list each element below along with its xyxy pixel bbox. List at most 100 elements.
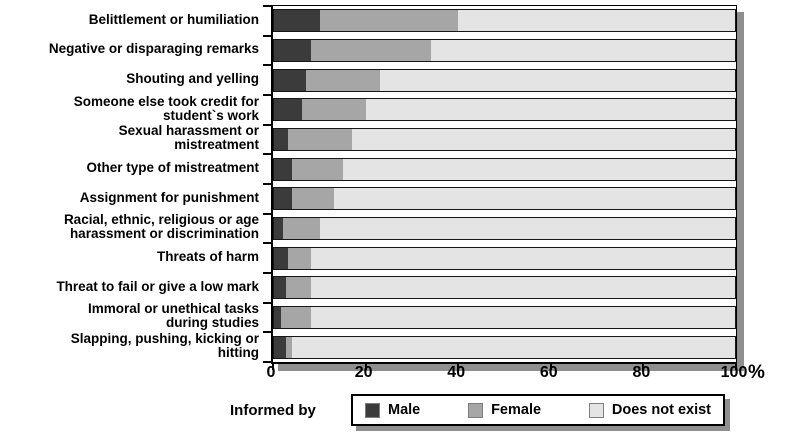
x-axis-tick-label: 0 bbox=[266, 364, 276, 381]
bar-row bbox=[273, 243, 736, 273]
bar-segment-female bbox=[292, 158, 344, 180]
y-axis-tick bbox=[263, 301, 271, 304]
category-label: Slapping, pushing, kicking or hitting bbox=[70, 330, 259, 361]
bar bbox=[273, 187, 736, 211]
x-axis-tick-label: 20 bbox=[354, 364, 373, 381]
bar bbox=[273, 157, 736, 181]
bar-segment-female bbox=[301, 99, 367, 121]
x-axis-tick-label: 80 bbox=[632, 364, 651, 381]
bar bbox=[273, 38, 736, 62]
x-axis-labels: % 0 20 40 60 80 100 bbox=[267, 362, 765, 386]
bar-segment-female bbox=[287, 128, 353, 150]
y-axis-tick bbox=[263, 64, 271, 67]
bar-segment-female bbox=[287, 247, 311, 269]
y-axis-tick bbox=[263, 183, 271, 185]
x-axis-tick bbox=[549, 364, 552, 370]
category-label: Sexual harassment or mistreatment bbox=[118, 123, 259, 153]
bar-segment-male bbox=[274, 306, 281, 328]
bar-segment-male bbox=[274, 247, 288, 269]
bar-segment-male bbox=[274, 10, 321, 32]
x-axis-tick bbox=[642, 364, 645, 370]
bar bbox=[273, 68, 736, 92]
legend-item-does-not-exist: Does not exist bbox=[588, 402, 711, 418]
plot-area bbox=[263, 5, 737, 370]
x-axis-tick bbox=[272, 364, 274, 370]
category-label: Immoral or unethical tasks during studie… bbox=[87, 301, 259, 331]
x-axis-tick bbox=[364, 364, 367, 370]
bar-row bbox=[273, 65, 736, 95]
category-label: Threats of harm bbox=[156, 249, 259, 265]
bar-segment-male bbox=[274, 277, 286, 299]
bar-row bbox=[273, 184, 736, 214]
bar-segment-female bbox=[310, 39, 431, 61]
bar bbox=[273, 216, 736, 240]
y-axis-tick bbox=[263, 212, 271, 215]
legend-label: Male bbox=[388, 402, 421, 418]
bar-segment-male bbox=[274, 69, 307, 91]
bar bbox=[273, 246, 736, 270]
category-label: Belittlement or humiliation bbox=[88, 11, 259, 27]
y-axis-tick bbox=[263, 361, 271, 363]
legend-box: Male Female Does not exist bbox=[351, 394, 725, 426]
bar bbox=[273, 305, 736, 329]
bar-segment-female bbox=[285, 277, 311, 299]
bar bbox=[273, 98, 736, 122]
bar-segment-female bbox=[292, 188, 334, 210]
bar-segment-female bbox=[285, 336, 293, 358]
category-label: Threat to fail or give a low mark bbox=[56, 278, 259, 294]
bar-row bbox=[273, 303, 736, 333]
legend-label: Does not exist bbox=[611, 402, 711, 418]
category-labels: Belittlement or humiliation Negative or d… bbox=[0, 5, 265, 361]
y-axis-tick bbox=[263, 34, 271, 37]
bar-row bbox=[273, 332, 736, 362]
y-axis-tick bbox=[263, 5, 271, 7]
y-axis-tick bbox=[263, 123, 271, 126]
legend-item-female: Female bbox=[468, 402, 541, 418]
legend-swatch bbox=[588, 402, 604, 418]
bar bbox=[273, 335, 736, 359]
x-axis-unit-label: % bbox=[748, 362, 765, 383]
bar-row bbox=[273, 273, 736, 303]
bar-row bbox=[273, 6, 736, 36]
bar-row bbox=[273, 95, 736, 125]
y-axis-tick bbox=[263, 94, 271, 96]
y-axis-tick bbox=[263, 242, 271, 245]
bar bbox=[273, 9, 736, 33]
legend-label: Female bbox=[491, 402, 542, 418]
bar-row bbox=[273, 214, 736, 244]
bar-segment-female bbox=[306, 69, 381, 91]
legend-swatch bbox=[468, 402, 484, 418]
bar-segment-male bbox=[274, 99, 302, 121]
bar-segment-male bbox=[274, 336, 286, 358]
y-axis-tick bbox=[263, 272, 271, 274]
legend-swatch bbox=[365, 402, 380, 418]
category-label: Someone else took credit for student`s w… bbox=[73, 93, 259, 123]
bar bbox=[273, 127, 736, 151]
x-axis-tick bbox=[735, 364, 737, 370]
legend-item-male: Male bbox=[365, 402, 420, 418]
bar-row bbox=[273, 125, 736, 155]
category-label: Other type of mistreatment bbox=[86, 160, 259, 176]
bar-segment-female bbox=[280, 306, 311, 328]
bar-segment-male bbox=[274, 158, 293, 180]
bar-segment-female bbox=[320, 10, 459, 32]
bar-row bbox=[273, 36, 736, 66]
bar-row bbox=[273, 154, 736, 184]
bar-segment-male bbox=[274, 217, 284, 239]
y-axis-tick bbox=[263, 153, 271, 156]
category-label: Shouting and yelling bbox=[126, 71, 259, 87]
x-axis-tick-label: 100 bbox=[720, 364, 748, 381]
bar-segment-female bbox=[283, 217, 321, 239]
y-axis-tick bbox=[263, 331, 271, 334]
bar-segment-male bbox=[274, 188, 293, 210]
bar bbox=[273, 276, 736, 300]
x-axis-tick-label: 40 bbox=[447, 364, 466, 381]
x-axis-tick bbox=[457, 364, 460, 370]
legend-title: Informed by bbox=[230, 402, 316, 419]
x-axis-tick-label: 60 bbox=[539, 364, 558, 381]
category-label: Racial, ethnic, religious or age harassm… bbox=[63, 212, 259, 242]
category-label: Negative or disparaging remarks bbox=[48, 41, 259, 57]
category-label: Assignment for punishment bbox=[79, 189, 259, 205]
bar-segment-male bbox=[274, 128, 288, 150]
